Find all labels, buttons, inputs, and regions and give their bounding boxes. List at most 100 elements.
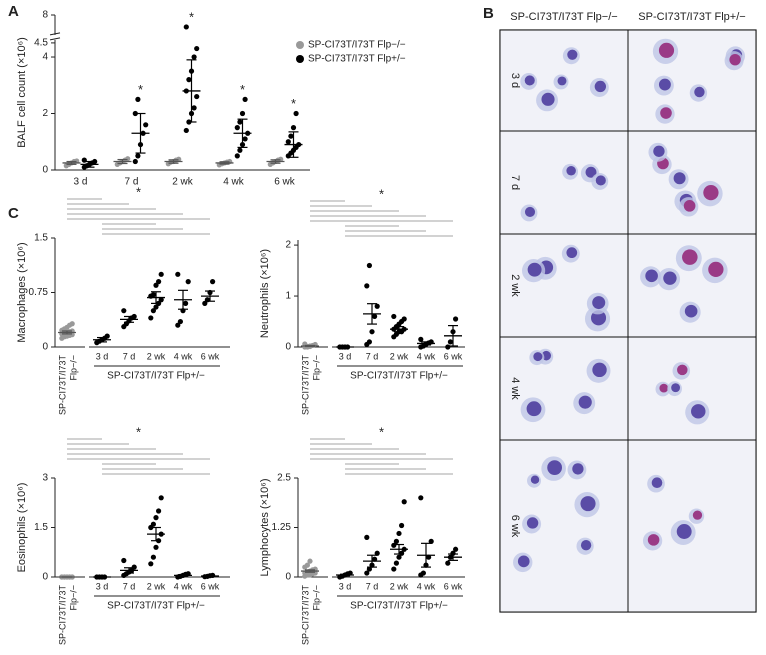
data-point xyxy=(125,156,131,162)
cell-nucleus xyxy=(578,395,592,409)
data-point xyxy=(150,308,156,314)
cell-nucleus xyxy=(527,262,542,277)
cell-nucleus xyxy=(659,383,669,393)
data-point xyxy=(177,318,183,325)
cell-nucleus xyxy=(660,107,672,119)
y-tick-label: 2.5 xyxy=(277,473,291,484)
x-tick-label: 2 wk xyxy=(172,177,194,188)
data-point xyxy=(132,110,138,117)
cell-nucleus xyxy=(572,463,584,475)
panel-label: A xyxy=(8,3,19,20)
data-point xyxy=(374,303,380,309)
data-point xyxy=(453,546,459,552)
x-tick-label: 2 wk xyxy=(147,351,166,361)
column-header: SP-CI73T/I73T Flp−/− xyxy=(510,11,617,23)
data-point xyxy=(74,158,80,164)
data-point xyxy=(393,538,399,544)
data-point xyxy=(143,122,149,128)
x-tick-label: 6 wk xyxy=(201,581,220,591)
cell-nucleus xyxy=(580,540,592,551)
data-point xyxy=(158,495,164,501)
x-tick-label: 6 wk xyxy=(201,351,220,361)
x-tick-label: 3 d xyxy=(96,351,109,361)
cell-nucleus xyxy=(585,166,597,178)
control-label: Flp−/− xyxy=(68,585,78,611)
significance-mark: * xyxy=(136,424,141,439)
control-label: SP-CI73T/I73T xyxy=(300,355,310,416)
x-tick-label: 7 d xyxy=(123,351,136,361)
x-tick-label: 6 wk xyxy=(444,581,463,591)
data-point xyxy=(202,300,208,306)
data-point xyxy=(364,534,370,541)
data-point xyxy=(121,557,127,564)
data-point xyxy=(153,544,159,550)
cell-nucleus xyxy=(526,401,542,417)
cell-nucleus xyxy=(591,310,607,326)
cell-nucleus xyxy=(594,80,607,93)
data-point xyxy=(156,279,162,285)
data-point xyxy=(131,564,137,570)
cell-nucleus xyxy=(530,475,540,484)
cell-nucleus xyxy=(703,184,719,201)
cell-nucleus xyxy=(567,49,578,60)
cell-nucleus xyxy=(677,364,688,376)
legend-marker xyxy=(296,41,304,49)
y-tick-label: 0 xyxy=(285,572,291,583)
panel-label: C xyxy=(8,205,19,222)
cell-nucleus xyxy=(673,172,686,185)
cell-nucleus xyxy=(651,477,663,489)
data-point xyxy=(153,282,159,288)
data-point xyxy=(185,279,191,285)
data-point xyxy=(131,313,137,320)
y-tick-label: 0 xyxy=(42,572,48,583)
data-point xyxy=(304,562,310,568)
data-point xyxy=(121,308,127,314)
data-point xyxy=(153,304,159,310)
data-point xyxy=(242,96,248,102)
cell-nucleus xyxy=(566,247,578,259)
row-label: 7 d xyxy=(509,175,521,190)
x-tick-label: 2 wk xyxy=(390,351,409,361)
data-point xyxy=(420,570,426,576)
data-point xyxy=(374,550,380,556)
data-point xyxy=(393,560,399,566)
control-label: Flp−/− xyxy=(68,355,78,381)
control-label: SP-CI73T/I73T xyxy=(57,355,67,416)
data-point xyxy=(418,495,424,501)
cell-nucleus xyxy=(645,269,658,283)
y-tick-label: 0 xyxy=(285,342,291,353)
micrograph-cell xyxy=(627,336,757,441)
x-tick-label: 2 wk xyxy=(390,581,409,591)
group-label: SP-CI73T/I73T Flp+/− xyxy=(350,371,448,382)
y-axis-title: BALF cell count (×10⁶) xyxy=(16,37,28,148)
data-point xyxy=(391,566,397,572)
data-point xyxy=(175,322,181,328)
x-tick-label: 6 wk xyxy=(444,351,463,361)
data-point xyxy=(150,292,156,298)
data-point xyxy=(234,153,240,159)
data-point xyxy=(369,329,375,335)
cell-nucleus xyxy=(658,78,671,91)
y-tick-label: 0 xyxy=(42,342,48,353)
y-tick-label: 4 xyxy=(42,52,48,63)
data-point xyxy=(396,554,402,560)
cell-nucleus xyxy=(557,76,567,86)
cell-nucleus xyxy=(647,534,660,546)
y-tick-label: 1.5 xyxy=(34,233,48,244)
axis-break xyxy=(50,34,60,40)
cell-nucleus xyxy=(566,166,576,176)
data-point xyxy=(445,344,451,350)
data-point xyxy=(150,521,156,527)
cell-nucleus xyxy=(547,460,562,476)
y-axis-title: Eosinophils (×10⁶) xyxy=(16,483,28,573)
data-point xyxy=(191,105,197,111)
y-tick-label: 3 xyxy=(42,473,48,484)
cell-nucleus xyxy=(592,296,606,310)
y-axis-title: Lymphocytes (×10⁶) xyxy=(259,479,271,577)
data-point xyxy=(401,316,407,322)
data-point xyxy=(148,315,154,321)
cell-nucleus xyxy=(653,145,665,157)
x-tick-label: 4 wk xyxy=(174,351,193,361)
y-tick-label: 8 xyxy=(42,10,48,21)
x-tick-label: 7 d xyxy=(123,581,136,591)
